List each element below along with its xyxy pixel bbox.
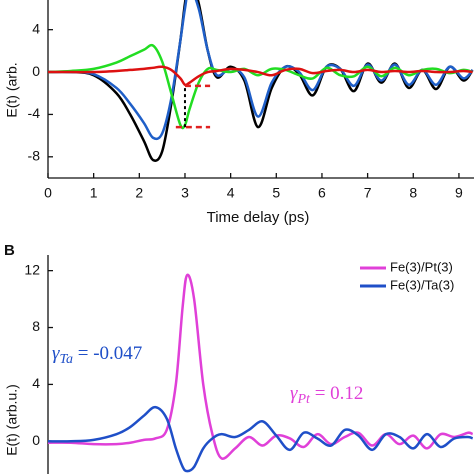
y-tick-label: -8 (28, 148, 41, 164)
x-tick-label: 1 (90, 185, 98, 201)
x-tick-label: 8 (409, 185, 417, 201)
x-tick-label: 5 (272, 185, 280, 201)
x-tick-label: 6 (318, 185, 326, 201)
plot-area (48, 0, 474, 162)
y-tick-label: 0 (32, 432, 40, 448)
x-tick-label: 9 (455, 185, 463, 201)
y-axis-label: E(t) (arb. (4, 62, 20, 117)
line (48, 0, 474, 141)
y-tick-label: 4 (32, 375, 40, 391)
line (48, 405, 474, 473)
x-tick-label: 7 (364, 185, 372, 201)
line (48, 0, 474, 162)
y-tick-label: 0 (32, 63, 40, 79)
x-tick-label: 4 (227, 185, 235, 201)
annotation-subscript: Ta (60, 352, 74, 367)
y-tick-label: 12 (24, 261, 40, 277)
line (48, 65, 473, 87)
annotation-symbol: γ (290, 383, 298, 404)
x-axis-label: Time delay (ps) (207, 209, 310, 226)
x-tick-label: 3 (181, 185, 189, 201)
panel-label: B (4, 242, 15, 259)
annotation-subscript: Pt (297, 392, 312, 407)
y-tick-label: -4 (28, 105, 41, 121)
x-tick-label: 0 (44, 185, 52, 201)
line (48, 273, 474, 460)
annotation-symbol: γ (52, 343, 60, 364)
y-axis-label: E(t) (arb.u.) (4, 384, 20, 456)
y-tick-label: 8 (32, 318, 40, 334)
annotation-text: = 0.12 (310, 383, 363, 404)
annotation: γTa = -0.047 (52, 343, 142, 367)
annotation-text: = -0.047 (73, 343, 142, 364)
legend-label: Fe(3)/Pt(3) (390, 259, 453, 274)
x-tick-label: 2 (135, 185, 143, 201)
plot-area (48, 273, 474, 473)
y-tick-label: 4 (32, 20, 40, 36)
annotation: γPt = 0.12 (290, 383, 363, 407)
legend-label: Fe(3)/Ta(3) (390, 277, 454, 292)
